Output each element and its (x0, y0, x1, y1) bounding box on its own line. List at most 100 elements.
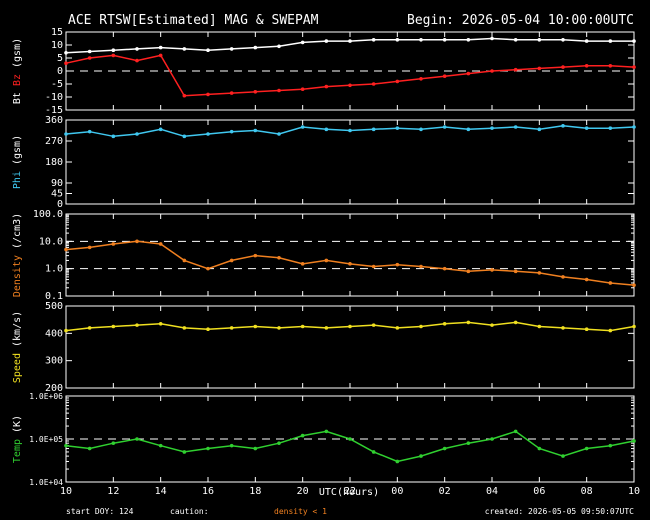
y-tick-label: 500 (45, 301, 63, 312)
data-point-Bz (561, 65, 565, 69)
data-point-Phi (229, 129, 234, 134)
y-tick-label: 90 (51, 178, 63, 189)
data-point-Density (206, 266, 210, 271)
data-point-Density (466, 269, 471, 274)
data-point-Temp (324, 429, 329, 434)
x-tick-label: 12 (107, 486, 119, 497)
data-point-Density (324, 258, 329, 263)
data-point-Bt (324, 39, 329, 43)
footer-created: created: 2026-05-05 09:50:07UTC (485, 507, 634, 516)
data-point-Bz (490, 69, 494, 73)
data-point-Phi (632, 125, 636, 129)
data-point-Density (229, 258, 234, 263)
y-tick-label: 1.0 (45, 264, 63, 275)
data-point-Bt (608, 39, 613, 43)
data-point-Speed (324, 326, 329, 330)
data-point-Speed (348, 324, 352, 329)
data-point-Phi (561, 124, 565, 128)
y-label-part: Speed (12, 353, 23, 383)
y-tick-label: 270 (45, 136, 63, 147)
data-point-Bt (490, 36, 494, 41)
data-point-Bt (300, 40, 305, 45)
data-point-Phi (419, 127, 423, 132)
data-point-Speed (632, 324, 636, 329)
data-point-Speed (111, 324, 116, 329)
y-tick-label: 1.0E+05 (29, 435, 63, 444)
data-point-Speed (206, 327, 210, 332)
series-line-Temp (65, 430, 635, 463)
x-tick-label: 06 (533, 486, 545, 497)
data-point-Bt (561, 38, 565, 42)
data-point-Density (87, 245, 92, 250)
data-point-Density (561, 275, 565, 279)
data-point-Speed (419, 324, 423, 329)
data-point-Bz (229, 91, 234, 95)
y-tick-label: 1.0E+04 (29, 478, 63, 487)
y-tick-label: 1.0E+06 (29, 392, 63, 401)
footer-caution: caution: (170, 507, 209, 516)
y-label-part: (gsm) (12, 38, 23, 74)
data-point-Phi (466, 127, 471, 132)
data-point-Phi (182, 134, 187, 139)
data-point-Phi (253, 128, 258, 133)
y-tick-label: 0 (57, 66, 63, 77)
x-tick-label: 14 (155, 486, 167, 497)
data-point-Temp (229, 443, 234, 448)
y-tick-label: 100.0 (33, 209, 63, 220)
y-label-part: (km/s) (12, 311, 23, 353)
series-line-Bz (65, 54, 635, 97)
data-point-Phi (395, 126, 400, 130)
data-point-Bt (111, 48, 116, 52)
data-point-Bz (158, 53, 163, 58)
data-point-Speed (229, 326, 234, 330)
data-point-Phi (324, 127, 329, 132)
data-point-Bz (513, 67, 518, 72)
data-point-Phi (490, 126, 494, 130)
panel-frame-plasma-speed (65, 305, 635, 389)
y-axis-label-plasma-density: Density (/cm3) (12, 213, 23, 297)
y-axis-label-plasma-speed: Speed (km/s) (12, 311, 23, 383)
data-point-Bt (87, 49, 92, 54)
data-point-Density (135, 239, 139, 244)
data-point-Bz (135, 58, 139, 63)
data-point-Density (253, 253, 258, 258)
x-tick-label: 04 (486, 486, 498, 497)
data-point-Speed (584, 327, 589, 332)
data-point-Phi (513, 125, 518, 129)
data-point-Bz (277, 88, 281, 93)
data-point-Bt (632, 39, 636, 43)
y-label-part: (gsm) (12, 135, 23, 171)
y-axis-label-mag-bt-bz: Bt Bz (gsm) (12, 38, 23, 104)
y-tick-label: -10 (45, 92, 63, 103)
data-point-Temp (466, 441, 471, 445)
data-point-Bt (158, 45, 163, 50)
data-point-Speed (395, 326, 400, 330)
footer-density-note: density < 1 (274, 507, 327, 516)
x-tick-label: 08 (581, 486, 593, 497)
data-point-Bt (277, 44, 281, 49)
data-point-Density (632, 283, 636, 287)
data-point-Speed (490, 323, 494, 327)
data-point-Bt (371, 38, 376, 42)
data-point-Temp (419, 454, 423, 458)
data-point-Phi (87, 129, 92, 134)
data-point-Density (182, 258, 187, 263)
data-point-Bt (419, 38, 423, 42)
data-point-Bz (466, 71, 471, 76)
data-point-Bz (253, 90, 258, 94)
data-point-Bz (64, 61, 68, 65)
y-tick-label: 10 (51, 40, 63, 51)
data-point-Speed (513, 320, 518, 325)
data-point-Temp (442, 446, 447, 451)
y-tick-label: 400 (45, 328, 63, 339)
y-tick-label: 45 (51, 189, 63, 200)
data-point-Temp (395, 459, 400, 464)
data-point-Density (300, 262, 305, 266)
data-point-Phi (300, 125, 305, 129)
y-label-part: Phi (12, 171, 23, 189)
data-point-Bt (348, 39, 352, 43)
data-point-Density (348, 262, 352, 266)
data-point-Temp (348, 437, 352, 441)
data-point-Density (277, 255, 281, 260)
